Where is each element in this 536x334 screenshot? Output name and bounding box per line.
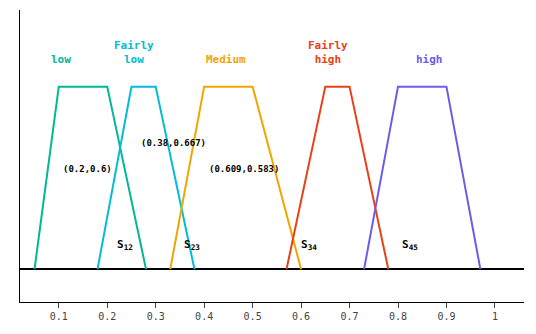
- svg-text:high: high: [416, 53, 443, 66]
- svg-text:1: 1: [492, 311, 498, 322]
- svg-text:0.7: 0.7: [341, 311, 359, 322]
- svg-text:0.4: 0.4: [195, 311, 213, 322]
- svg-text:0.2: 0.2: [98, 311, 116, 322]
- svg-text:S​34​: S​34​: [301, 238, 317, 252]
- svg-text:low: low: [51, 53, 71, 66]
- svg-text:Fairlylow: Fairlylow: [114, 39, 154, 66]
- svg-text:0.5: 0.5: [244, 311, 262, 322]
- svg-text:(0.609,0.583): (0.609,0.583): [209, 164, 279, 174]
- svg-text:Medium: Medium: [206, 53, 246, 66]
- svg-text:S​45​: S​45​: [402, 238, 418, 252]
- svg-text:0.6: 0.6: [292, 311, 310, 322]
- svg-text:0.9: 0.9: [437, 311, 455, 322]
- svg-text:(0.38,0.667): (0.38,0.667): [141, 138, 206, 148]
- svg-text:0.1: 0.1: [50, 311, 68, 322]
- svg-text:(0.2,0.6): (0.2,0.6): [63, 164, 112, 174]
- svg-text:S​12​: S​12​: [117, 238, 133, 252]
- svg-text:0.3: 0.3: [147, 311, 165, 322]
- svg-text:S​23​: S​23​: [184, 238, 200, 252]
- svg-text:Fairlyhigh: Fairlyhigh: [308, 39, 348, 66]
- svg-text:0.8: 0.8: [389, 311, 407, 322]
